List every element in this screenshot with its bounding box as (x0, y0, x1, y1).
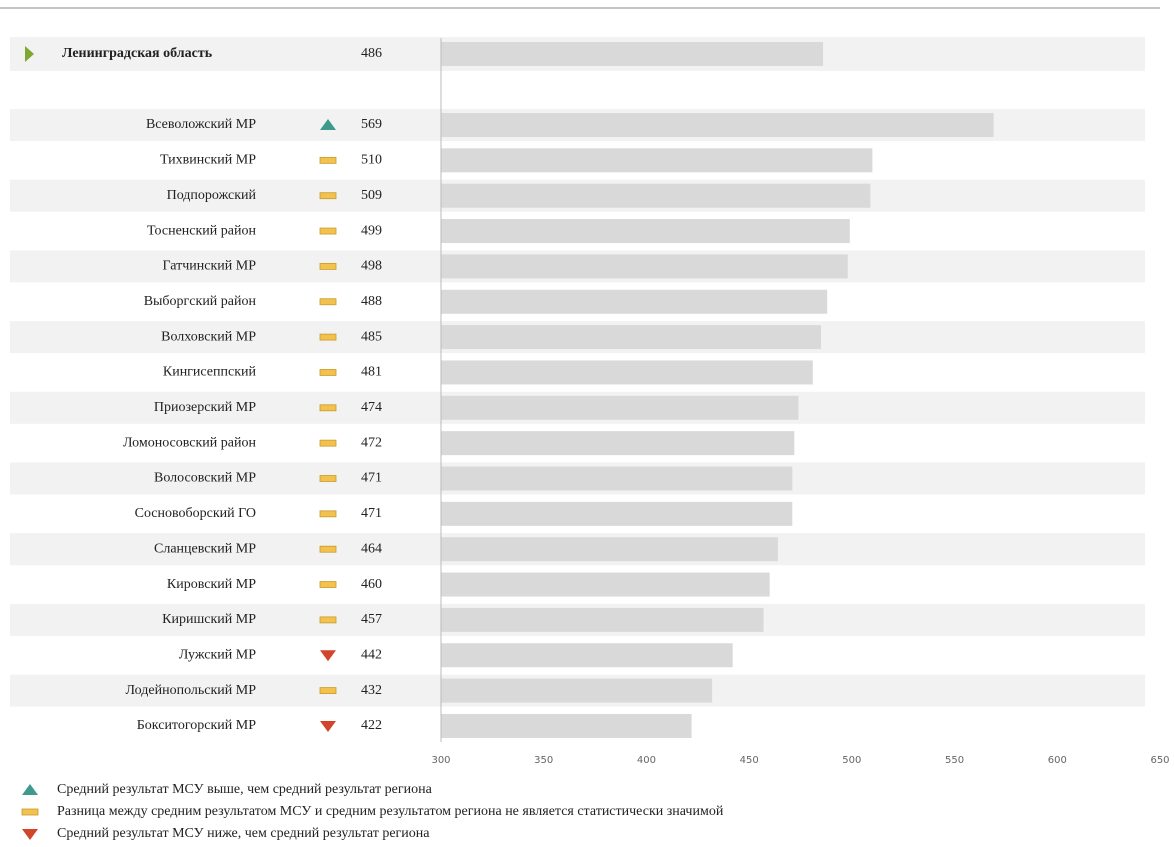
x-tick-label: 600 (1048, 755, 1067, 766)
value-label: 474 (361, 400, 382, 415)
category-label: Лодейнопольский МР (126, 683, 257, 698)
category-label: Тихвинский МР (160, 153, 256, 168)
reference-bar (441, 42, 824, 66)
value-label: 442 (361, 647, 382, 662)
bar (441, 148, 873, 173)
status-marker (320, 119, 336, 130)
legend-label: Средний результат МСУ выше, чем средний … (57, 782, 433, 797)
bar (441, 219, 850, 244)
legend-marker (22, 784, 38, 795)
bar (441, 183, 871, 208)
x-tick-label: 650 (1150, 755, 1169, 766)
value-label: 569 (361, 117, 382, 132)
value-label: 509 (361, 188, 382, 203)
bar (441, 254, 848, 279)
value-label: 499 (361, 223, 382, 238)
value-label: 471 (361, 506, 382, 521)
bar (441, 537, 778, 562)
bar (441, 431, 795, 456)
value-label: 464 (361, 541, 382, 556)
value-label: 481 (361, 365, 382, 380)
status-marker (319, 581, 337, 588)
category-label: Сланцевский МР (154, 541, 256, 556)
status-marker (319, 298, 337, 306)
value-label: 432 (361, 683, 382, 698)
status-marker (319, 545, 337, 553)
category-label: Кингисеппский (163, 365, 257, 380)
x-tick-label: 300 (431, 755, 450, 766)
reference-marker (25, 46, 34, 62)
value-label: 498 (361, 259, 382, 274)
value-label: 457 (361, 612, 382, 627)
bar (441, 678, 713, 703)
legend-marker (21, 808, 39, 816)
reference-value: 486 (361, 46, 382, 61)
category-label: Всеволожский МР (146, 117, 256, 132)
status-marker (319, 475, 337, 482)
bar (441, 713, 692, 738)
bar (441, 289, 828, 314)
bar (441, 466, 793, 491)
bar (441, 395, 799, 420)
category-label: Тосненский район (147, 223, 256, 238)
legend-label: Разница между средним результатом МСУ и … (57, 804, 724, 819)
x-tick-label: 500 (842, 755, 861, 766)
bar (441, 360, 813, 385)
category-label: Гатчинский МР (163, 259, 257, 274)
category-label: Выборгский район (144, 294, 257, 309)
status-marker (319, 510, 337, 518)
x-tick-label: 350 (534, 755, 553, 766)
status-marker (320, 650, 336, 662)
status-marker (319, 439, 337, 447)
status-marker (319, 156, 337, 164)
legend-label: Средний результат МСУ ниже, чем средний … (57, 826, 430, 841)
category-label: Волховский МР (161, 329, 256, 344)
status-marker (319, 369, 337, 376)
status-marker (319, 333, 337, 341)
status-marker (319, 192, 337, 200)
status-marker (319, 262, 337, 270)
category-label: Лужский МР (179, 647, 256, 662)
category-label: Ломоносовский район (123, 435, 257, 450)
status-marker (319, 687, 337, 694)
bar (441, 643, 733, 668)
category-label: Сосновоборский ГО (135, 506, 256, 521)
x-tick-label: 400 (637, 755, 656, 766)
bar (441, 325, 822, 350)
bar (441, 572, 770, 597)
status-marker (319, 616, 337, 624)
bar (441, 113, 994, 137)
value-label: 510 (361, 153, 382, 168)
status-marker (319, 227, 337, 235)
x-tick-label: 550 (945, 755, 964, 766)
value-label: 460 (361, 577, 382, 592)
bar (441, 501, 793, 526)
category-label: Бокситогорский МР (137, 718, 256, 733)
category-label: Подпорожский (167, 188, 257, 203)
value-label: 471 (361, 471, 382, 486)
legend-marker (22, 829, 38, 840)
x-tick-label: 450 (740, 755, 759, 766)
value-label: 488 (361, 294, 382, 309)
category-label: Волосовский МР (154, 471, 256, 486)
value-label: 472 (361, 435, 382, 450)
status-marker (319, 404, 337, 412)
value-label: 485 (361, 329, 382, 344)
category-label: Приозерский МР (154, 400, 256, 415)
category-label: Киришский МР (162, 612, 256, 627)
value-label: 422 (361, 718, 382, 733)
status-marker (320, 720, 336, 732)
reference-label: Ленинградская область (62, 46, 213, 61)
category-label: Кировский МР (167, 577, 256, 592)
bar (441, 607, 764, 632)
